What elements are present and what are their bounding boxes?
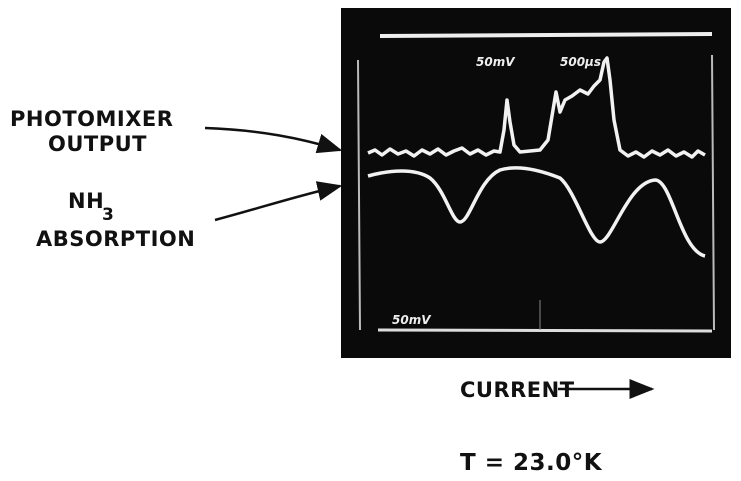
- scope-time-label: 500μs: [560, 55, 601, 69]
- screen-border-right: [711, 54, 715, 331]
- arrow: [214, 181, 343, 222]
- scope-screen: [341, 8, 731, 358]
- scope-scale-label: 50mV: [476, 55, 516, 69]
- label: PHOTOMIXER: [10, 107, 173, 131]
- label: NH: [68, 189, 104, 213]
- screen-border-left: [357, 59, 361, 331]
- photomixer-trace: [367, 56, 706, 159]
- absorption-trace: [367, 166, 706, 258]
- label-subscript: 3: [102, 205, 114, 225]
- scope-scale-label: 50mV: [392, 313, 432, 327]
- arrow: [204, 126, 343, 154]
- screen-border-bottom: [377, 328, 713, 333]
- label: ABSORPTION: [36, 227, 195, 251]
- temperature-label: T = 23.0°K: [460, 450, 603, 476]
- screen-border-top: [379, 32, 713, 38]
- axis-label: CURRENT: [460, 378, 575, 402]
- label: OUTPUT: [48, 132, 147, 156]
